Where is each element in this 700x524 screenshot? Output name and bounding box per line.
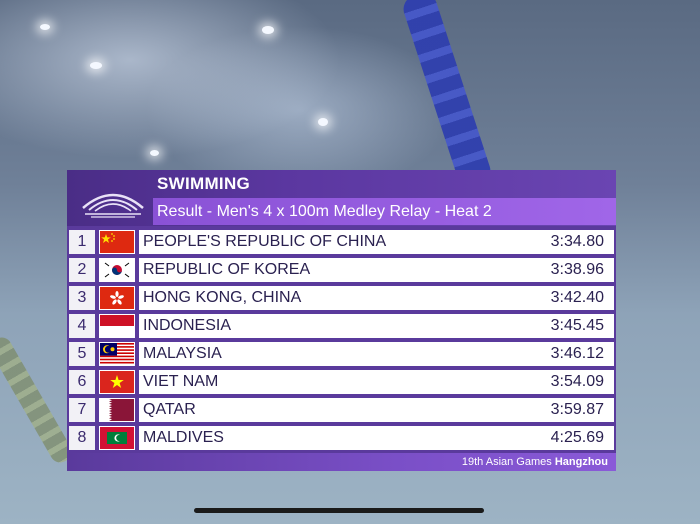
rank-number: 5 [69,341,95,366]
rank-number: 3 [69,285,95,310]
country-name: MALDIVES [143,428,224,446]
country-name: VIET NAM [143,372,219,390]
country-name: QATAR [143,400,196,418]
rank-number: 6 [69,369,95,394]
country-name: HONG KONG, CHINA [143,288,302,306]
result-time: 3:45.45 [550,316,604,334]
china-flag-icon [99,229,135,254]
sport-title: SWIMMING [157,174,251,193]
rank-number: 1 [69,229,95,254]
qatar-flag-icon [99,397,135,422]
board-header: SWIMMING Result - Men's 4 x 100m Medley … [67,170,616,226]
result-time: 3:42.40 [550,288,604,306]
ceiling-light [150,150,159,156]
event-title: Result - Men's 4 x 100m Medley Relay - H… [153,198,616,225]
country-name: REPUBLIC OF KOREA [143,260,311,278]
result-row: 5 MALAYSIA 3:46.12 [67,340,614,367]
result-row: 1 PEOPLE'S REPUBLIC OF CHINA 3:34.80 [67,228,614,255]
result-row: 7 QATAR 3:59.87 [67,396,614,423]
ceiling-light [90,62,102,69]
result-entry: MALAYSIA 3:46.12 [139,341,614,366]
rank-number: 2 [69,257,95,282]
result-row: 2 REPUBLIC OF KOREA 3:38.96 [67,256,614,283]
result-row: 6 VIET NAM 3:54.09 [67,368,614,395]
result-entry: INDONESIA 3:45.45 [139,313,614,338]
result-time: 3:46.12 [550,344,604,362]
malaysia-flag-icon [99,341,135,366]
result-row: 8 MALDIVES 4:25.69 [67,424,614,451]
rank-number: 4 [69,313,95,338]
result-entry: HONG KONG, CHINA 3:42.40 [139,285,614,310]
result-entry: REPUBLIC OF KOREA 3:38.96 [139,257,614,282]
country-name: MALAYSIA [143,344,222,362]
result-row: 4 INDONESIA 3:45.45 [67,312,614,339]
result-entry: MALDIVES 4:25.69 [139,425,614,450]
board-footer: 19th Asian Games Hangzhou [67,453,616,471]
korea-flag-icon [99,257,135,282]
result-time: 3:38.96 [550,260,604,278]
country-name: INDONESIA [143,316,232,334]
ceiling-light [318,118,328,126]
result-time: 3:34.80 [550,232,604,250]
asian-games-logo [82,193,144,218]
rank-number: 8 [69,425,95,450]
home-indicator-bar[interactable] [194,508,484,513]
country-name: PEOPLE'S REPUBLIC OF CHINA [143,232,387,250]
vietnam-flag-icon [99,369,135,394]
results-board: SWIMMING Result - Men's 4 x 100m Medley … [67,170,616,471]
result-entry: PEOPLE'S REPUBLIC OF CHINA 3:34.80 [139,229,614,254]
result-entry: QATAR 3:59.87 [139,397,614,422]
result-time: 3:54.09 [550,372,604,390]
ceiling-light [40,24,50,30]
result-time: 4:25.69 [550,428,604,446]
indonesia-flag-icon [99,313,135,338]
maldives-flag-icon [99,425,135,450]
games-name: 19th Asian Games [461,456,555,468]
rank-number: 7 [69,397,95,422]
host-city: Hangzhou [554,456,608,468]
result-entry: VIET NAM 3:54.09 [139,369,614,394]
results-list: 1 PEOPLE'S REPUBLIC OF CHINA 3:34.80 2 R… [67,226,616,453]
result-time: 3:59.87 [550,400,604,418]
hong-kong-flag-icon [99,285,135,310]
ceiling-light [262,26,274,34]
result-row: 3 HONG KONG, CHINA 3:42.40 [67,284,614,311]
